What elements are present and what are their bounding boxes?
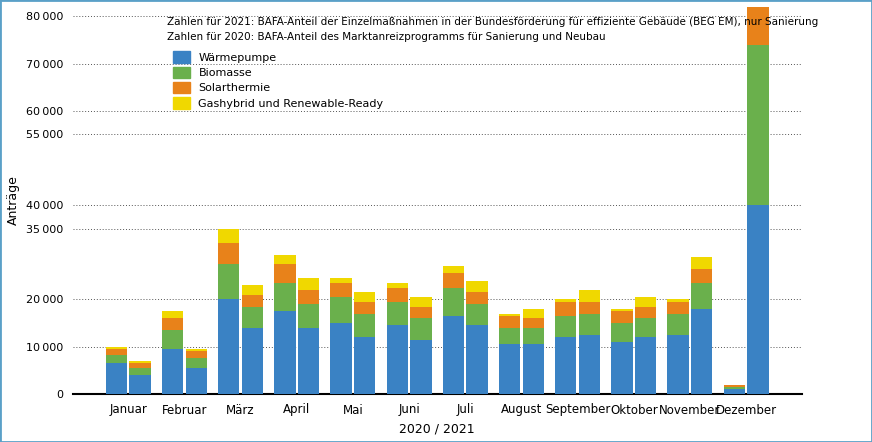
Bar bbox=[218, 299, 240, 394]
Bar bbox=[298, 278, 319, 290]
Bar bbox=[555, 316, 576, 337]
Bar bbox=[354, 313, 375, 337]
Bar bbox=[162, 330, 183, 349]
Bar bbox=[298, 328, 319, 394]
Bar bbox=[330, 283, 351, 297]
Bar bbox=[443, 274, 464, 288]
Bar bbox=[162, 311, 183, 318]
Bar bbox=[467, 281, 487, 292]
Bar bbox=[330, 323, 351, 394]
Bar bbox=[354, 292, 375, 302]
Bar bbox=[611, 311, 633, 323]
Bar bbox=[186, 368, 207, 394]
Bar bbox=[242, 295, 263, 306]
Bar bbox=[330, 297, 351, 323]
Bar bbox=[467, 325, 487, 394]
Bar bbox=[106, 363, 127, 394]
Bar bbox=[162, 318, 183, 330]
Bar bbox=[386, 302, 408, 325]
Bar bbox=[410, 339, 432, 394]
Bar bbox=[218, 264, 240, 299]
Bar bbox=[467, 292, 487, 304]
Bar bbox=[467, 304, 487, 325]
Bar bbox=[410, 306, 432, 318]
Bar bbox=[747, 205, 768, 394]
Bar bbox=[410, 297, 432, 306]
Bar bbox=[186, 349, 207, 351]
Bar bbox=[106, 349, 127, 354]
Bar bbox=[724, 385, 745, 387]
Bar bbox=[499, 344, 521, 394]
Bar bbox=[298, 304, 319, 328]
Bar bbox=[106, 347, 127, 349]
Bar bbox=[522, 344, 544, 394]
Bar bbox=[579, 290, 600, 302]
Bar bbox=[386, 325, 408, 394]
Bar bbox=[129, 363, 151, 368]
Bar bbox=[635, 318, 657, 337]
Bar bbox=[129, 375, 151, 394]
Bar bbox=[386, 288, 408, 302]
Bar bbox=[499, 316, 521, 328]
Bar bbox=[275, 255, 296, 264]
Bar bbox=[354, 337, 375, 394]
Bar bbox=[298, 290, 319, 304]
Bar bbox=[691, 257, 712, 269]
Bar bbox=[242, 285, 263, 295]
Bar bbox=[522, 328, 544, 344]
Text: Zahlen für 2020: BAFA-Anteil des Marktanreizprogramms für Sanierung und Neubau: Zahlen für 2020: BAFA-Anteil des Marktan… bbox=[167, 32, 606, 42]
Bar bbox=[579, 335, 600, 394]
Bar bbox=[186, 358, 207, 368]
Bar bbox=[443, 316, 464, 394]
Bar bbox=[354, 302, 375, 313]
Bar bbox=[691, 283, 712, 309]
Bar bbox=[555, 302, 576, 316]
Bar bbox=[386, 283, 408, 288]
Bar bbox=[724, 387, 745, 389]
Bar bbox=[330, 278, 351, 283]
Text: Zahlen für 2021: BAFA-Anteil der Einzelmaßnahmen in der Bundesförderung für effi: Zahlen für 2021: BAFA-Anteil der Einzelm… bbox=[167, 17, 819, 27]
Bar bbox=[691, 269, 712, 283]
Bar bbox=[186, 351, 207, 358]
Bar bbox=[611, 323, 633, 342]
Bar bbox=[579, 302, 600, 313]
Bar bbox=[667, 313, 689, 335]
X-axis label: 2020 / 2021: 2020 / 2021 bbox=[399, 422, 475, 435]
Bar bbox=[555, 299, 576, 302]
Bar bbox=[242, 306, 263, 328]
Bar bbox=[635, 306, 657, 318]
Bar bbox=[218, 243, 240, 264]
Bar bbox=[443, 267, 464, 274]
Bar bbox=[275, 264, 296, 283]
Bar bbox=[242, 328, 263, 394]
Bar bbox=[667, 302, 689, 313]
Bar bbox=[522, 309, 544, 318]
Bar bbox=[724, 389, 745, 394]
Legend: Wärmepumpe, Biomasse, Solarthermie, Gashybrid und Renewable-Ready: Wärmepumpe, Biomasse, Solarthermie, Gash… bbox=[173, 51, 384, 109]
Bar bbox=[162, 349, 183, 394]
Bar bbox=[691, 309, 712, 394]
Bar bbox=[522, 318, 544, 328]
Bar bbox=[443, 288, 464, 316]
Bar bbox=[747, 45, 768, 205]
Bar bbox=[635, 337, 657, 394]
Bar bbox=[106, 354, 127, 363]
Bar bbox=[129, 361, 151, 363]
Bar bbox=[555, 337, 576, 394]
Bar bbox=[747, 0, 768, 45]
Bar bbox=[611, 309, 633, 311]
Bar bbox=[611, 342, 633, 394]
Bar bbox=[410, 318, 432, 339]
Bar bbox=[579, 313, 600, 335]
Bar bbox=[275, 283, 296, 311]
Bar bbox=[499, 328, 521, 344]
Bar bbox=[129, 368, 151, 375]
Bar bbox=[635, 297, 657, 306]
Bar bbox=[275, 311, 296, 394]
Bar bbox=[667, 299, 689, 302]
Y-axis label: Anträge: Anträge bbox=[7, 175, 20, 225]
Bar bbox=[218, 229, 240, 243]
Bar bbox=[499, 313, 521, 316]
Bar bbox=[667, 335, 689, 394]
